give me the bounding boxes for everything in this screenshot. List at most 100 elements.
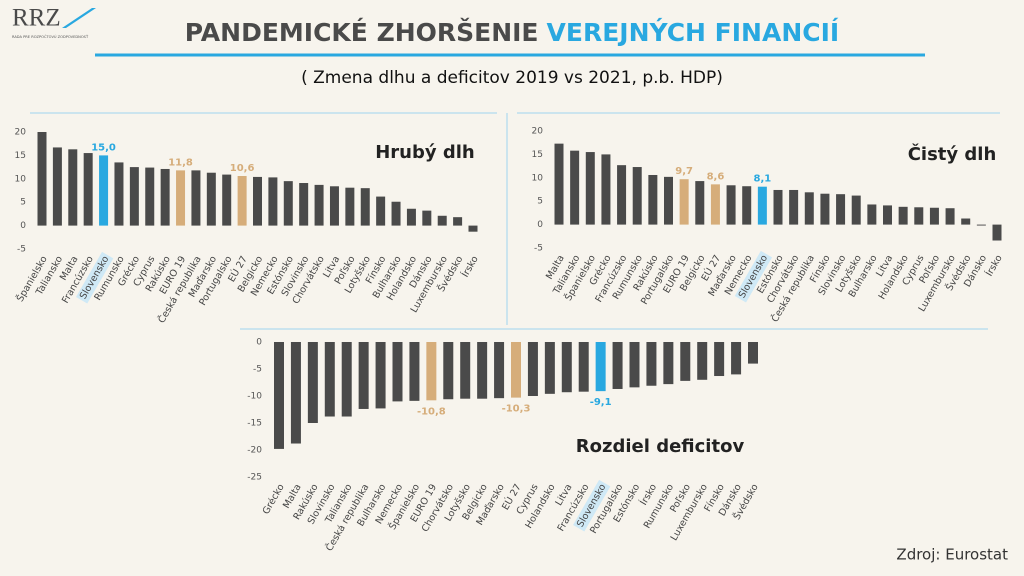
page-subtitle: ( Zmena dlhu a deficitov 2019 vs 2021, p… [301, 68, 723, 88]
value-label: 15,0 [91, 142, 116, 153]
bar [324, 342, 335, 417]
bar [527, 342, 538, 396]
bar [376, 196, 386, 226]
x-tick-label: Írsko [459, 254, 481, 280]
bar [726, 185, 736, 225]
label-highlight [573, 479, 611, 532]
source: Zdroj: Eurostat [896, 546, 1008, 564]
bar [914, 207, 924, 225]
value-label: 10,6 [230, 163, 255, 174]
title-part: VEREJNÝCH FINANCIÍ [547, 17, 840, 47]
bar [453, 217, 463, 226]
bar [820, 193, 830, 225]
bar [731, 342, 742, 375]
chart-title: Hrubý dlh [375, 142, 475, 163]
bar [437, 215, 447, 226]
bar [695, 181, 705, 225]
label-highlight [75, 251, 114, 304]
bar [945, 208, 955, 225]
bar [283, 181, 293, 226]
y-tick-label: 15 [532, 150, 543, 160]
logo: RRZ RADA PRE ROZPOČTOVÚ ZODPOVEDNOSŤ [12, 5, 96, 39]
bar [748, 342, 758, 364]
value-label: -10,8 [417, 406, 446, 417]
bar [714, 342, 725, 377]
bar [314, 184, 324, 226]
bar [129, 167, 139, 226]
x-tick-group: Írsko [459, 254, 481, 280]
x-tick-label: Grécko [261, 482, 287, 516]
bar [477, 342, 488, 399]
x-tick-group: Írsko [983, 253, 1005, 279]
bar [680, 342, 691, 381]
bar [629, 342, 640, 388]
y-tick-label: 15 [15, 151, 26, 161]
bar [494, 342, 505, 399]
value-label: -10,3 [502, 404, 531, 415]
bar [114, 162, 124, 226]
value-label: -9,1 [590, 397, 612, 408]
bar [392, 342, 403, 402]
bar [145, 167, 155, 226]
chart-title: Rozdiel deficitov [576, 436, 745, 457]
bar [360, 188, 370, 226]
bar [299, 183, 309, 226]
bar [578, 342, 589, 392]
bar [237, 175, 247, 226]
bar [345, 187, 355, 226]
bar [99, 155, 109, 226]
y-tick-label: -5 [17, 245, 26, 255]
bar [773, 189, 783, 225]
bar [406, 208, 416, 226]
bar [409, 342, 420, 401]
bar [585, 152, 595, 225]
value-label: 8,6 [707, 171, 725, 182]
bar [253, 176, 262, 226]
y-tick-label: 0 [256, 338, 262, 348]
y-tick-label: -20 [247, 446, 262, 456]
y-tick-label: -15 [247, 419, 262, 429]
bar [612, 342, 623, 389]
page-title: PANDEMICKÉ ZHORŠENIE VEREJNÝCH FINANCIÍ [185, 17, 839, 47]
bar [307, 342, 318, 423]
bar [83, 153, 93, 226]
bar [206, 172, 216, 226]
y-tick-label: -5 [534, 244, 543, 254]
bar [544, 342, 555, 394]
bar [329, 186, 339, 226]
bar [37, 132, 47, 226]
y-tick-label: 0 [20, 221, 26, 231]
bar [375, 342, 386, 409]
y-tick-label: 5 [20, 198, 26, 208]
bar [274, 342, 284, 449]
title-part: PANDEMICKÉ ZHORŠENIE [185, 17, 539, 47]
bar [992, 224, 1002, 241]
bar [929, 207, 939, 225]
bar [898, 206, 908, 225]
bar [742, 186, 752, 225]
bar [804, 192, 814, 225]
bar [883, 205, 892, 225]
bar [836, 194, 846, 225]
bar [601, 154, 611, 225]
bar [391, 201, 401, 226]
bar [648, 174, 658, 225]
bar [663, 342, 674, 385]
bar [646, 342, 657, 386]
bar [976, 224, 986, 226]
value-label: 8,1 [753, 174, 771, 185]
y-tick-label: 10 [532, 173, 544, 183]
bar [511, 342, 521, 398]
bar [554, 143, 564, 225]
y-tick-label: -10 [247, 392, 262, 402]
bar [961, 218, 971, 225]
bar [710, 184, 720, 225]
label-highlight [734, 250, 773, 303]
bar [160, 168, 170, 226]
x-tick-group: Grécko [261, 482, 287, 516]
bar [460, 342, 471, 399]
bar [595, 342, 606, 392]
bar [570, 150, 580, 225]
